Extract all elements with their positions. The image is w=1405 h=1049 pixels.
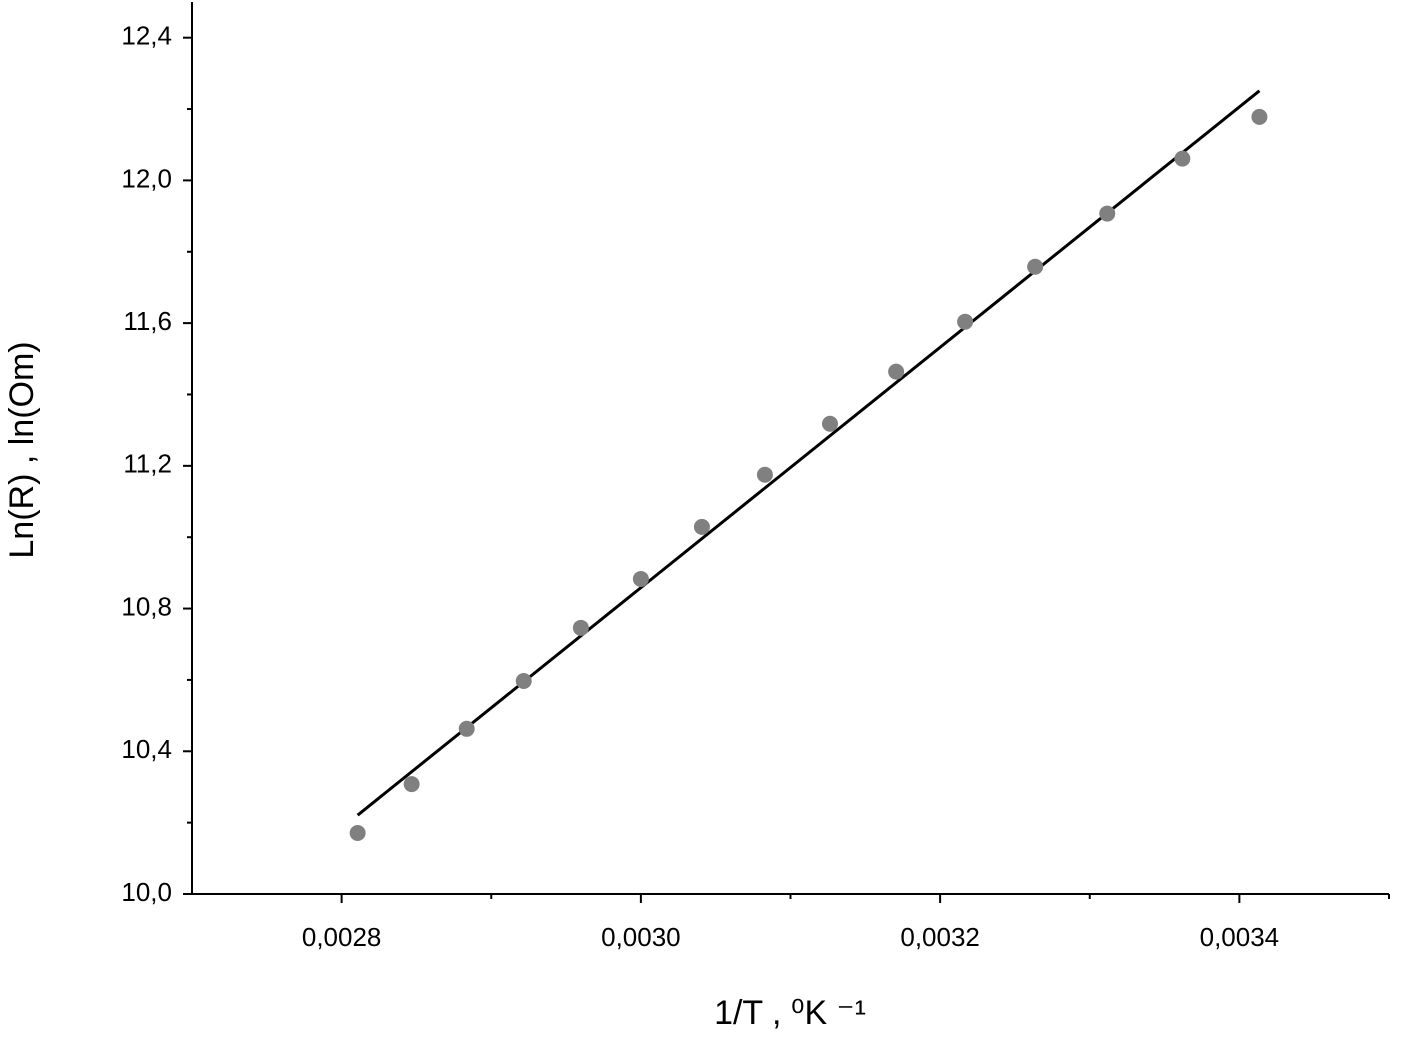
data-point [515,672,532,689]
data-point [822,415,839,432]
y-tick-label: 10,8 [121,591,172,621]
y-tick-label: 12,0 [121,163,172,193]
y-tick-label: 12,4 [121,21,172,51]
data-point [1251,108,1268,125]
data-point [632,570,649,587]
data-point [1174,150,1191,167]
x-axis-title: 1/T , ⁰K ⁻¹ [714,994,866,1032]
y-tick-label: 11,6 [123,306,172,336]
y-axis-title: Ln(R) , ln(Om) [3,341,41,558]
y-tick-label: 11,2 [123,449,172,479]
data-point [756,466,773,483]
x-tick-label: 0,0032 [900,922,980,952]
data-point [403,776,420,793]
data-point [458,720,475,737]
data-point [572,619,589,636]
data-point [1027,258,1044,275]
data-point [693,518,710,535]
y-tick-label: 10,0 [121,877,172,907]
data-point [957,313,974,330]
x-tick-label: 0,0030 [601,922,681,952]
x-tick-label: 0,0034 [1200,922,1280,952]
data-point [888,363,905,380]
y-tick-label: 10,4 [121,734,172,764]
data-point [349,824,366,841]
x-tick-label: 0,0028 [302,922,382,952]
fit-line [356,89,1261,817]
data-point [1099,205,1116,222]
